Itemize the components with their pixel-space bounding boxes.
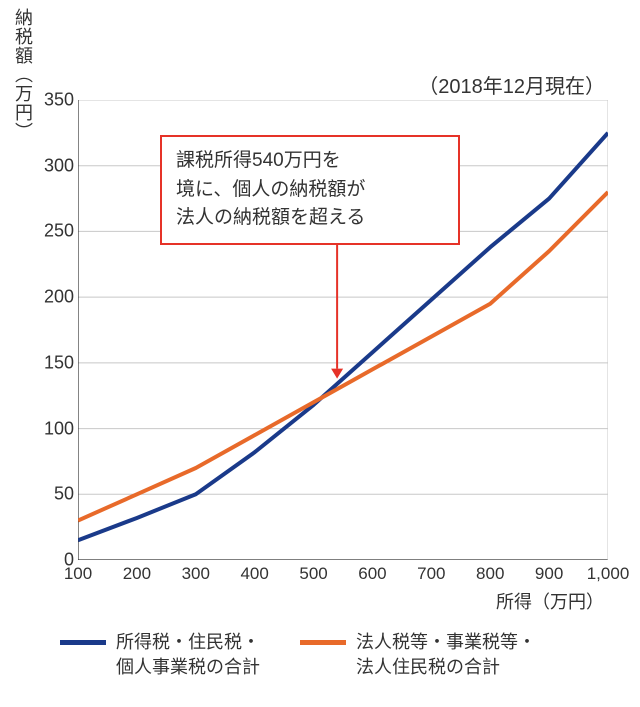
legend-swatch <box>300 640 346 645</box>
y-tick-label: 250 <box>30 221 74 242</box>
x-tick-label: 500 <box>299 564 327 584</box>
legend-item-corporate: 法人税等・事業税等・法人住民税の合計 <box>300 630 536 680</box>
x-tick-label: 900 <box>535 564 563 584</box>
annotation-line: 課税所得540万円を <box>176 147 444 176</box>
x-tick-label: 100 <box>64 564 92 584</box>
x-tick-labels: 1002003004005006007008009001,000 <box>78 564 608 590</box>
x-tick-label: 1,000 <box>587 564 630 584</box>
annotation-line: 法人の納税額を超える <box>176 204 444 233</box>
x-tick-label: 600 <box>358 564 386 584</box>
legend-label: 法人税等・事業税等・法人住民税の合計 <box>356 630 536 680</box>
y-tick-label: 150 <box>30 352 74 373</box>
annotation-callout: 課税所得540万円を境に、個人の納税額が法人の納税額を超える <box>160 135 460 245</box>
y-tick-labels: 050100150200250300350 <box>30 100 74 560</box>
x-tick-label: 300 <box>182 564 210 584</box>
annotation-line: 境に、個人の納税額が <box>176 176 444 205</box>
chart-container: 納税額（万円） （2018年12月現在） 0501001502002503003… <box>0 0 640 620</box>
x-tick-label: 700 <box>417 564 445 584</box>
y-tick-label: 300 <box>30 155 74 176</box>
chart-legend: 所得税・住民税・個人事業税の合計 法人税等・事業税等・法人住民税の合計 <box>60 630 620 680</box>
x-tick-label: 200 <box>123 564 151 584</box>
y-tick-label: 100 <box>30 418 74 439</box>
y-tick-label: 200 <box>30 287 74 308</box>
x-tick-label: 400 <box>240 564 268 584</box>
x-tick-label: 800 <box>476 564 504 584</box>
legend-item-individual: 所得税・住民税・個人事業税の合計 <box>60 630 260 680</box>
x-axis-title: 所得（万円） <box>78 588 608 614</box>
legend-label: 所得税・住民税・個人事業税の合計 <box>116 630 260 680</box>
chart-subtitle: （2018年12月現在） <box>418 70 605 99</box>
y-tick-label: 50 <box>30 484 74 505</box>
y-tick-label: 350 <box>30 90 74 111</box>
legend-swatch <box>60 640 106 645</box>
